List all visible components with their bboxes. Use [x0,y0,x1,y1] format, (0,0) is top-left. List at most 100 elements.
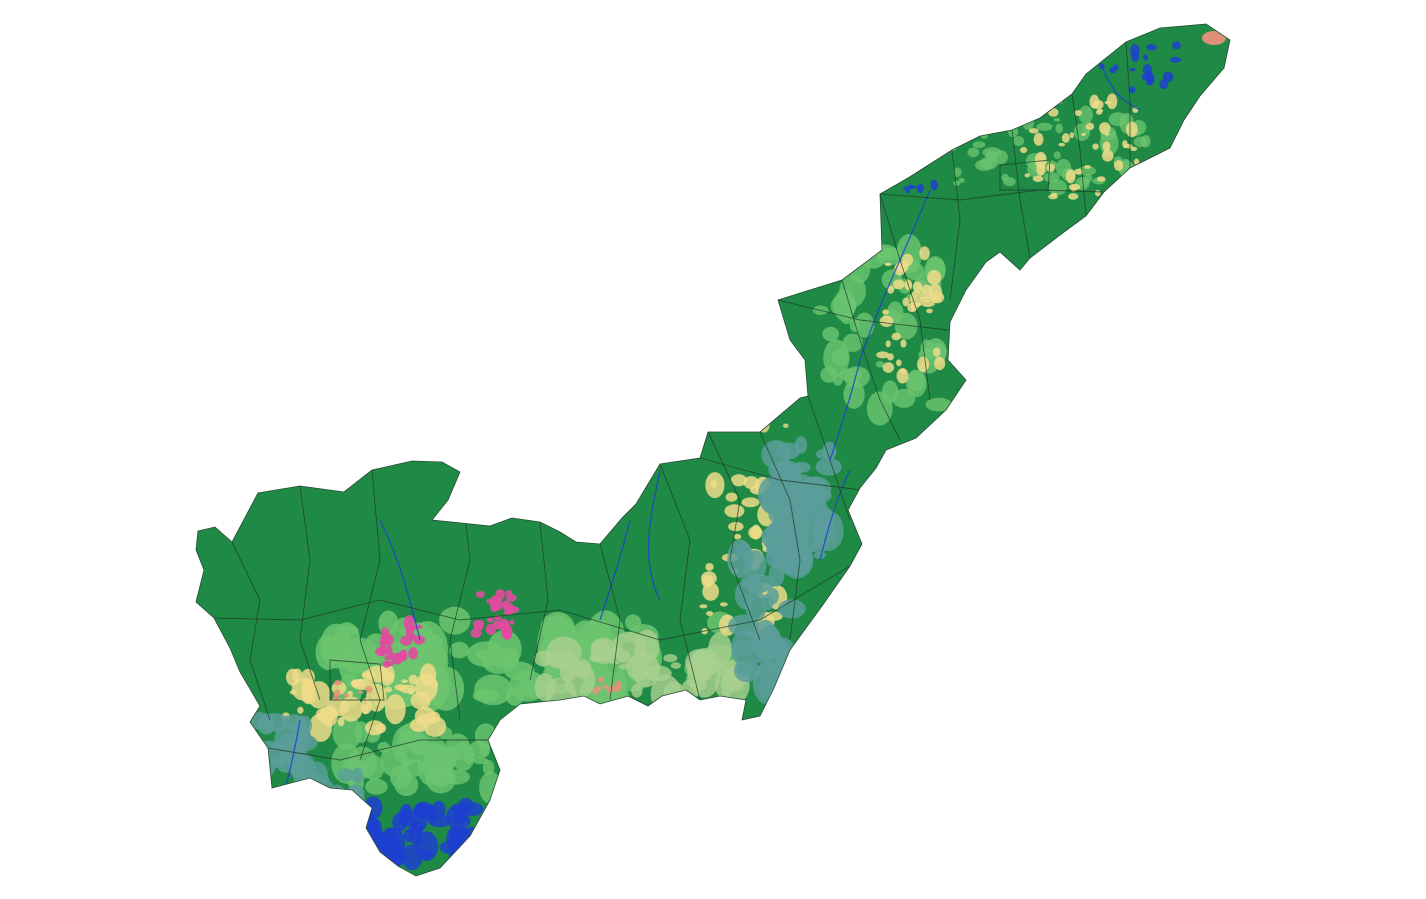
agriculture-patch [932,347,941,357]
agriculture-patch [408,674,418,685]
agriculture-patch [1074,110,1082,116]
agriculture-patch [934,356,946,371]
agriculture-patch [1125,181,1134,187]
agriculture-patch [1096,176,1106,182]
water-patch [419,849,433,859]
water-patch [1162,71,1174,83]
agriculture-patch [1097,108,1104,113]
open-vegetation-patch [950,116,959,123]
open-vegetation-patch [979,156,998,170]
agriculture-patch [339,696,363,722]
agriculture-patch [732,387,737,392]
district-boundary-line [699,457,863,491]
mining-patch [400,635,413,646]
agriculture-patch [351,679,366,687]
water-patch [1129,67,1136,72]
mining-patch [509,619,515,625]
agriculture-patch [337,717,345,727]
open-vegetation-patch [1078,105,1093,124]
agriculture-patch [882,309,889,315]
water-patch [403,828,415,843]
agriculture-patch [1102,141,1111,152]
river-line [599,519,631,621]
water-patch [907,184,913,189]
agriculture-patch [885,340,891,348]
water-patch [365,817,382,837]
agriculture-patch [783,423,789,428]
open-vegetation-patch [444,745,459,765]
agriculture-patch [879,315,894,327]
open-vegetation-patch [487,629,522,669]
agriculture-patch [401,679,408,684]
open-vegetation-patch [984,100,1005,125]
agriculture-patch [742,383,751,392]
agriculture-patch [919,246,930,261]
agriculture-patch [699,604,708,609]
district-boundary-line [267,739,488,761]
open-vegetation-patch [833,289,856,322]
mining-patch [413,635,426,645]
open-vegetation-patch [449,641,470,659]
district-boundary-line [879,189,1105,201]
agriculture-patch [1046,163,1055,173]
water-patch [1131,53,1139,62]
agriculture-patch [920,296,931,303]
agriculture-patch [900,339,907,348]
water-patch [401,844,423,871]
river-line [819,469,851,561]
wetland-patch [309,795,334,808]
mining-patch [399,649,408,661]
agriculture-patch [896,359,902,367]
mining-patch [503,609,514,616]
water-patch [1169,56,1182,63]
open-vegetation-patch [1048,179,1067,196]
open-vegetation-patch [320,623,353,669]
wetland-patch [766,587,779,605]
agriculture-patch [755,405,766,412]
agriculture-patch [760,391,767,397]
agriculture-patch [430,680,439,688]
wetland-patch [777,599,806,619]
water-patch [1100,45,1111,51]
grassland-patch [670,662,681,669]
river-line [1099,59,1141,111]
district-boundary-line [879,193,931,401]
agriculture-patch [719,602,728,607]
open-vegetation-patch [504,661,535,681]
urban-patch [603,684,608,690]
district-boundary-line [599,543,621,701]
agriculture-patch [399,684,417,694]
open-vegetation-patch [950,131,969,144]
water-patch [930,179,938,191]
district-boundary-line [707,431,761,641]
wetland-patch [337,768,354,782]
wetland-patch [815,449,833,460]
agriculture-patch [887,285,895,294]
agriculture-patch [1114,160,1124,171]
wetland-patch [801,487,832,504]
urban-patch [614,680,623,692]
water-patch [461,816,471,827]
open-vegetation-patch [823,339,850,377]
water-patch [1159,79,1169,90]
open-vegetation-patch [425,765,456,794]
district-boundary-line [999,159,1051,191]
mining-patch [485,623,496,635]
mining-patch [502,627,512,638]
agriculture-patch [1106,93,1118,110]
river-line [829,189,931,461]
agriculture-patch [384,694,406,725]
agriculture-patch [917,356,930,373]
water-patch [453,843,467,856]
mining-patch [470,628,482,639]
grassland-patch [631,683,643,698]
water-patch [358,843,380,865]
agriculture-patch [1032,175,1044,182]
mining-patch [472,619,485,628]
open-vegetation-patch [978,108,992,119]
mining-patch [489,595,501,611]
water-patch [459,802,484,817]
agriculture-patch [1038,112,1044,116]
